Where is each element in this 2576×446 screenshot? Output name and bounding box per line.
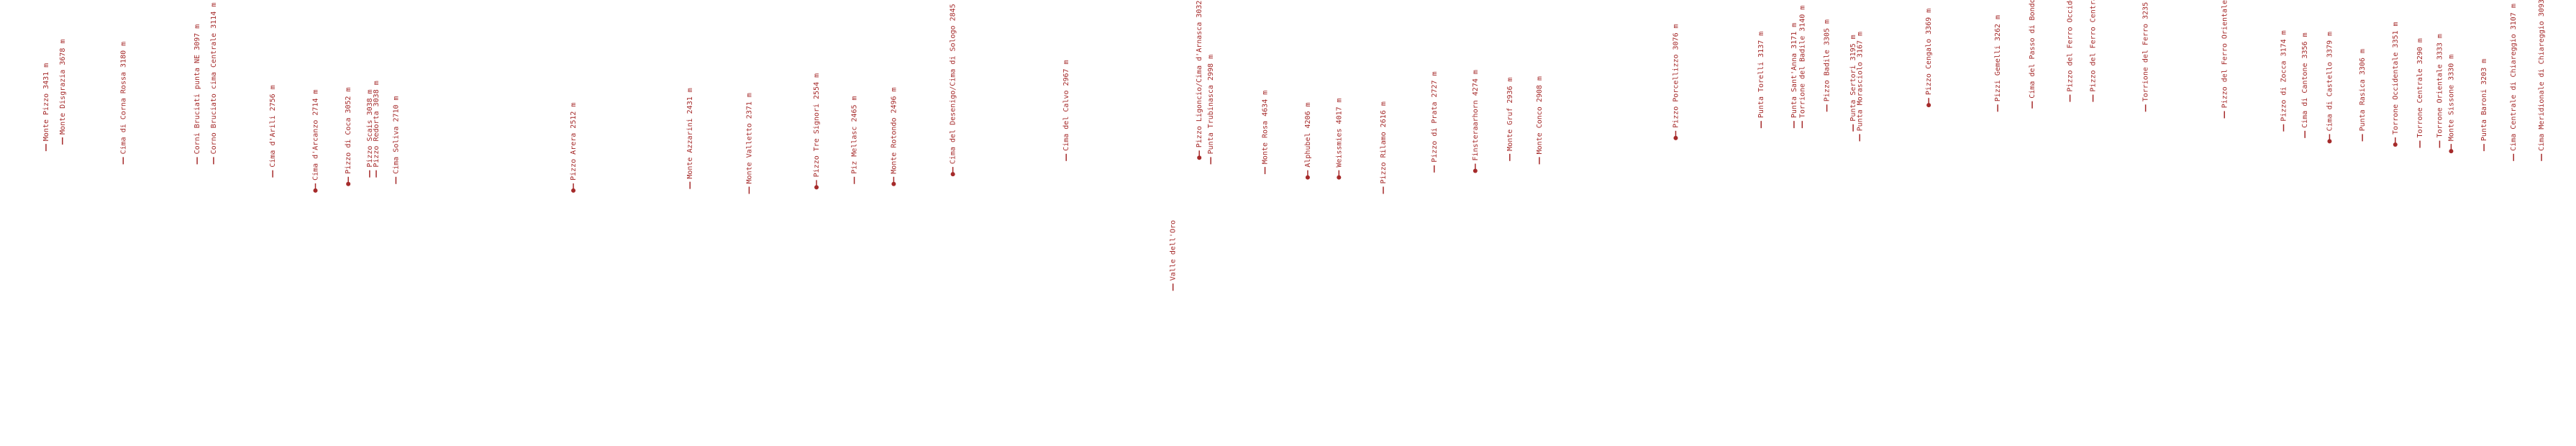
peak-marker: [891, 181, 896, 186]
peak-label: Corni Bruciati punta NE 3097 m: [194, 24, 201, 155]
peak-label: Weissmies 4017 m: [1335, 98, 1343, 167]
peak-label: Pizzo di Coca 3052 m: [345, 87, 352, 173]
peak-marker: [2393, 142, 2398, 147]
peak-label: Pizzo Scais 3038 m: [366, 89, 374, 167]
peak-label: Monte Disgrazia 3678 m: [59, 40, 67, 135]
peak-marker: [571, 188, 576, 193]
peak-label: Pizzo Ligoncio/Cima d'Arnasca 3032 m: [1196, 0, 1203, 147]
peak-label: Monte Rosa 4634 m: [1262, 91, 1270, 164]
peak-label: Punta Sant'Anna 3171 m: [1790, 23, 1798, 118]
peak-label: Cima Centrale di Chiareggio 3107 m: [2510, 4, 2518, 151]
peak-marker: [1337, 175, 1342, 180]
peak-label: Cima d'Arili 2756 m: [269, 85, 277, 167]
peak-label: Piz Mellasc 2465 m: [851, 96, 859, 173]
peak-marker: [1673, 135, 1678, 140]
peak-label: Pizzo del Ferro Centrale: [2090, 0, 2098, 92]
peak-label: Cima Soliva 2710 m: [392, 96, 400, 173]
peak-label: Pizzo Tre Signori 2554 m: [813, 73, 821, 178]
peak-label: Finsteraarhorn 4274 m: [1472, 70, 1480, 160]
peak-label: Pizzo Redorta 3038 m: [373, 81, 381, 167]
peak-label: Punta Baroni 3203 m: [2480, 59, 2488, 141]
peak-label: Pizzo del Ferro Orientale: [2221, 0, 2229, 108]
peak-marker: [814, 185, 819, 190]
peak-label: Monte Sissone 3330 m: [2447, 55, 2455, 141]
peak-label: Cima d'Arcanzo 2714 m: [311, 89, 319, 180]
peak-label: Cima di Cantone 3356 m: [2301, 32, 2309, 127]
peak-label: Pizzo Cengalo 3369 m: [1925, 9, 1933, 95]
peak-label: Punta Torelli 3137 m: [1757, 32, 1765, 118]
peak-label: Cima del Calvo 2967 m: [1062, 60, 1070, 150]
peak-marker: [950, 172, 955, 177]
peak-label: Punta Sertori 3195 m: [1849, 35, 1857, 121]
peak-label: Monte Azzarini 2431 m: [686, 88, 694, 178]
peak-label: Monte Gruf 2936 m: [1506, 77, 1514, 150]
peak-label: Cima Meridionale di Chiareggio 3093 m: [2538, 0, 2546, 151]
peak-label: Cima di Castello 3379 m: [2326, 32, 2334, 131]
peak-marker: [2327, 139, 2332, 144]
peak-label: Monte Conco 2908 m: [1536, 76, 1544, 154]
peak-marker: [1926, 103, 1931, 108]
peak-label: Cima del Desenigo/Cima di Sologo 2845 m: [950, 0, 957, 164]
peak-label: Pizzo di Zocca 3174 m: [2280, 30, 2288, 121]
peak-marker: [1197, 155, 1202, 160]
peak-marker: [1473, 168, 1478, 173]
peak-label: Pizzo di Prata 2727 m: [1431, 71, 1439, 162]
peak-label: Torrone Orientale 3333 m: [2436, 34, 2444, 138]
peak-label: Valle dell'Oro: [1170, 220, 1178, 281]
peak-label: Torrione del Badile 3140 m: [1798, 6, 1806, 119]
peak-label: Torrone Occidentale 3351 m: [2392, 22, 2400, 135]
peak-label: Punta Rasica 3306 m: [2359, 49, 2367, 131]
peak-label: Alphubel 4206 m: [1304, 102, 1312, 167]
peak-label: Pizzo Rilamo 2616 m: [1380, 101, 1388, 183]
peak-label: Torrione del Ferro 3235 m: [2142, 0, 2150, 101]
peak-label: Pizzi Gemelli 3262 m: [1994, 15, 2002, 101]
peak-label: Monte Valletto 2371 m: [745, 93, 753, 183]
peak-label: Pizzo del Ferro Occidentale: [2067, 0, 2075, 92]
peak-label: Pizzo Badile 3305 m: [1824, 19, 1831, 101]
peak-marker: [2449, 149, 2454, 154]
peak-label: Torrone Centrale 3290 m: [2416, 38, 2424, 137]
peak-marker: [313, 188, 318, 193]
peak-label: Monte Pizzo 3431 m: [42, 63, 50, 141]
peak-label: Corno Bruciato cima Centrale 3114 m: [210, 3, 218, 155]
peak-label: Punta Trubinasca 2998 m: [1207, 55, 1215, 154]
peak-marker: [1305, 175, 1310, 180]
peak-label: Cima del Passo di Bondo: [2029, 0, 2036, 99]
peak-label: Punta Morasciolo 3167 m: [1856, 32, 1864, 131]
peak-label: Pizzo Porcellizzo 3076 m: [1672, 24, 1680, 128]
peak-label: Monte Rotondo 2496 m: [890, 87, 898, 173]
peak-label: Pizzo Arera 2512 m: [570, 103, 578, 181]
peak-label: Cima di Corna Rossa 3180 m: [119, 42, 127, 155]
peak-marker: [346, 181, 351, 186]
